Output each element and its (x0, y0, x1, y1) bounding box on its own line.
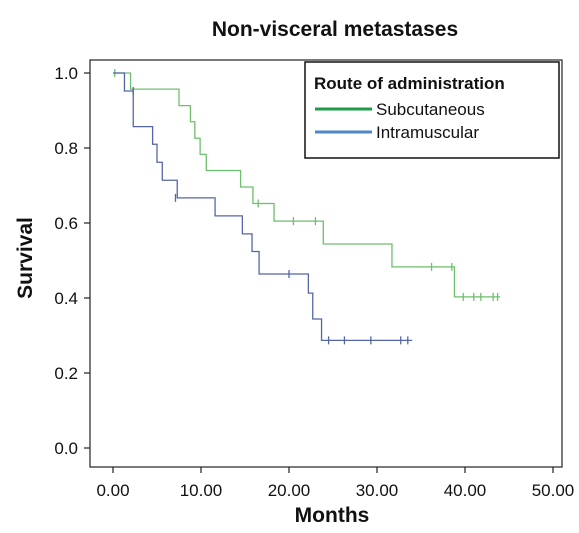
y-tick-label: 0.0 (54, 439, 78, 458)
y-tick-label: 0.2 (54, 364, 78, 383)
x-axis-title: Months (295, 504, 370, 527)
y-tick-label: 0.6 (54, 214, 78, 233)
x-tick-label: 30.00 (356, 481, 399, 500)
y-axis-title: Survival (14, 217, 37, 299)
series-line-subcutaneous (113, 72, 501, 298)
y-axis: 0.0 0.2 0.4 0.6 0.8 1.0 (54, 64, 90, 458)
y-tick-label: 0.8 (54, 139, 78, 158)
series-layer (113, 69, 501, 345)
y-tick-label: 1.0 (54, 64, 78, 83)
x-axis: 0.00 10.00 20.00 30.00 40.00 50.00 (96, 467, 574, 500)
legend-title: Route of administration (314, 74, 505, 93)
legend-label-subcutaneous: Subcutaneous (376, 100, 485, 119)
x-tick-label: 40.00 (444, 481, 487, 500)
x-tick-label: 20.00 (268, 481, 311, 500)
series-line-intramuscular (113, 72, 413, 342)
chart-title: Non-visceral metastases (212, 18, 458, 41)
x-tick-label: 0.00 (96, 481, 129, 500)
y-tick-label: 0.4 (54, 289, 78, 308)
legend-label-intramuscular: Intramuscular (376, 123, 479, 142)
legend: Route of administration Subcutaneous Int… (304, 61, 560, 159)
x-tick-label: 50.00 (532, 481, 575, 500)
x-tick-label: 10.00 (180, 481, 223, 500)
